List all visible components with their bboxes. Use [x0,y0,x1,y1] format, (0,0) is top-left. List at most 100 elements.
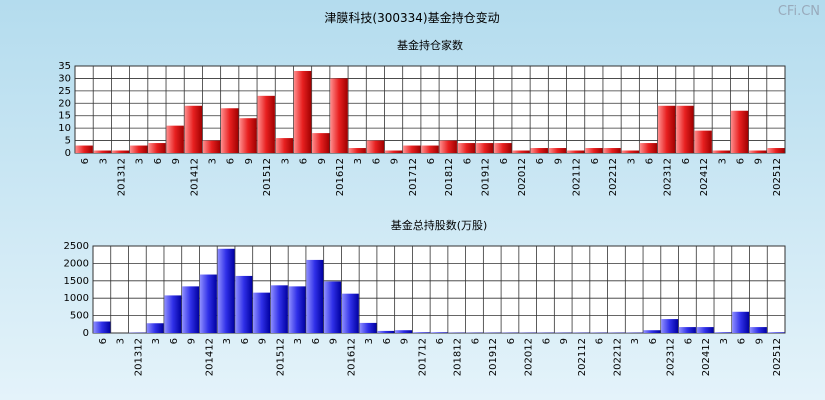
x-tick-label: 6 [737,338,748,344]
bar [548,148,567,153]
x-tick-label: 6 [535,158,546,164]
bar [657,105,676,153]
x-tick-label: 6 [98,338,109,344]
x-tick-label: 3 [719,338,730,344]
bar [293,70,312,153]
x-tick-label: 202312 [663,158,674,196]
bar [348,148,366,153]
bar [184,105,203,153]
x-tick-label: 6 [426,158,437,164]
x-tick-label: 202012 [517,158,528,196]
x-tick-label: 3 [98,158,109,164]
bar [643,330,661,333]
bar [253,292,271,333]
x-tick-label: 3 [626,158,637,164]
bar [182,286,200,333]
x-tick-label: 3 [280,158,291,164]
bar [421,145,439,153]
bar [512,150,530,153]
bar [712,150,731,153]
x-tick-label: 6 [644,158,655,164]
x-tick-label: 6 [226,158,237,164]
bar [394,330,413,333]
bar [75,145,93,153]
y-tick-label: 5 [65,136,71,147]
x-tick-label: 9 [400,338,411,344]
y-tick-label: 25 [58,86,71,97]
x-tick-label: 202412 [701,338,712,376]
watermark: CFi.CN [778,4,820,19]
chart-title: 基金总持股数(万股) [391,218,488,232]
x-tick-label: 6 [470,338,481,344]
chart-title: 基金持仓家数 [397,38,463,52]
x-tick-label: 9 [329,338,340,344]
bar [430,332,448,333]
x-tick-label: 9 [754,158,765,164]
x-tick-label: 9 [390,158,401,164]
bar [146,323,164,333]
x-tick-label: 6 [648,338,659,344]
x-tick-label: 202112 [577,338,588,376]
x-tick-label: 3 [135,158,146,164]
x-tick-label: 201512 [275,338,286,376]
x-tick-label: 202012 [524,338,535,376]
page-title: 津膜科技(300334)基金持仓变动 [324,10,499,25]
x-tick-label: 6 [80,158,91,164]
x-tick-label: 201512 [262,158,273,196]
x-tick-label: 202312 [666,338,677,376]
y-tick-label: 500 [70,311,89,322]
x-tick-label: 201712 [417,338,428,376]
bar [749,327,767,333]
bar [129,145,148,153]
x-tick-label: 6 [541,338,552,344]
bar [111,150,130,153]
x-tick-label: 3 [364,338,375,344]
y-tick-label: 2000 [64,258,89,269]
x-tick-label: 9 [559,338,570,344]
x-tick-label: 201912 [488,338,499,376]
bar [164,295,182,333]
bar [217,248,235,333]
y-tick-label: 15 [58,111,71,122]
bar [384,150,403,153]
bar [730,110,749,153]
bar [403,145,421,153]
x-tick-label: 201612 [346,338,357,376]
x-tick-label: 202112 [572,158,583,196]
bar [93,150,112,153]
y-tick-label: 0 [65,148,71,159]
bar [366,140,385,153]
bar [494,143,512,153]
x-tick-label: 3 [353,158,364,164]
x-tick-label: 6 [311,338,322,344]
y-tick-label: 10 [58,123,71,134]
x-tick-label: 202412 [699,158,710,196]
x-tick-label: 201312 [117,158,128,196]
x-tick-label: 201312 [133,338,144,376]
x-tick-label: 201412 [189,158,200,196]
bar [694,130,712,153]
x-tick-label: 9 [258,338,269,344]
x-tick-label: 6 [499,158,510,164]
bar [202,140,221,153]
bar [359,322,377,333]
x-tick-label: 202512 [772,158,783,196]
bar [457,143,476,153]
x-tick-label: 6 [435,338,446,344]
bar [661,319,679,333]
bar [166,125,184,153]
x-tick-label: 3 [717,158,728,164]
bar [324,281,342,333]
bar [767,332,785,333]
x-tick-label: 3 [116,338,127,344]
bar [412,332,430,333]
x-tick-label: 6 [371,158,382,164]
bar [270,285,288,333]
x-tick-label: 9 [317,158,328,164]
bar [93,321,111,333]
y-tick-label: 30 [58,73,71,84]
bar [221,108,239,153]
x-tick-label: 201612 [335,158,346,196]
bar [530,148,548,153]
bar [585,148,603,153]
